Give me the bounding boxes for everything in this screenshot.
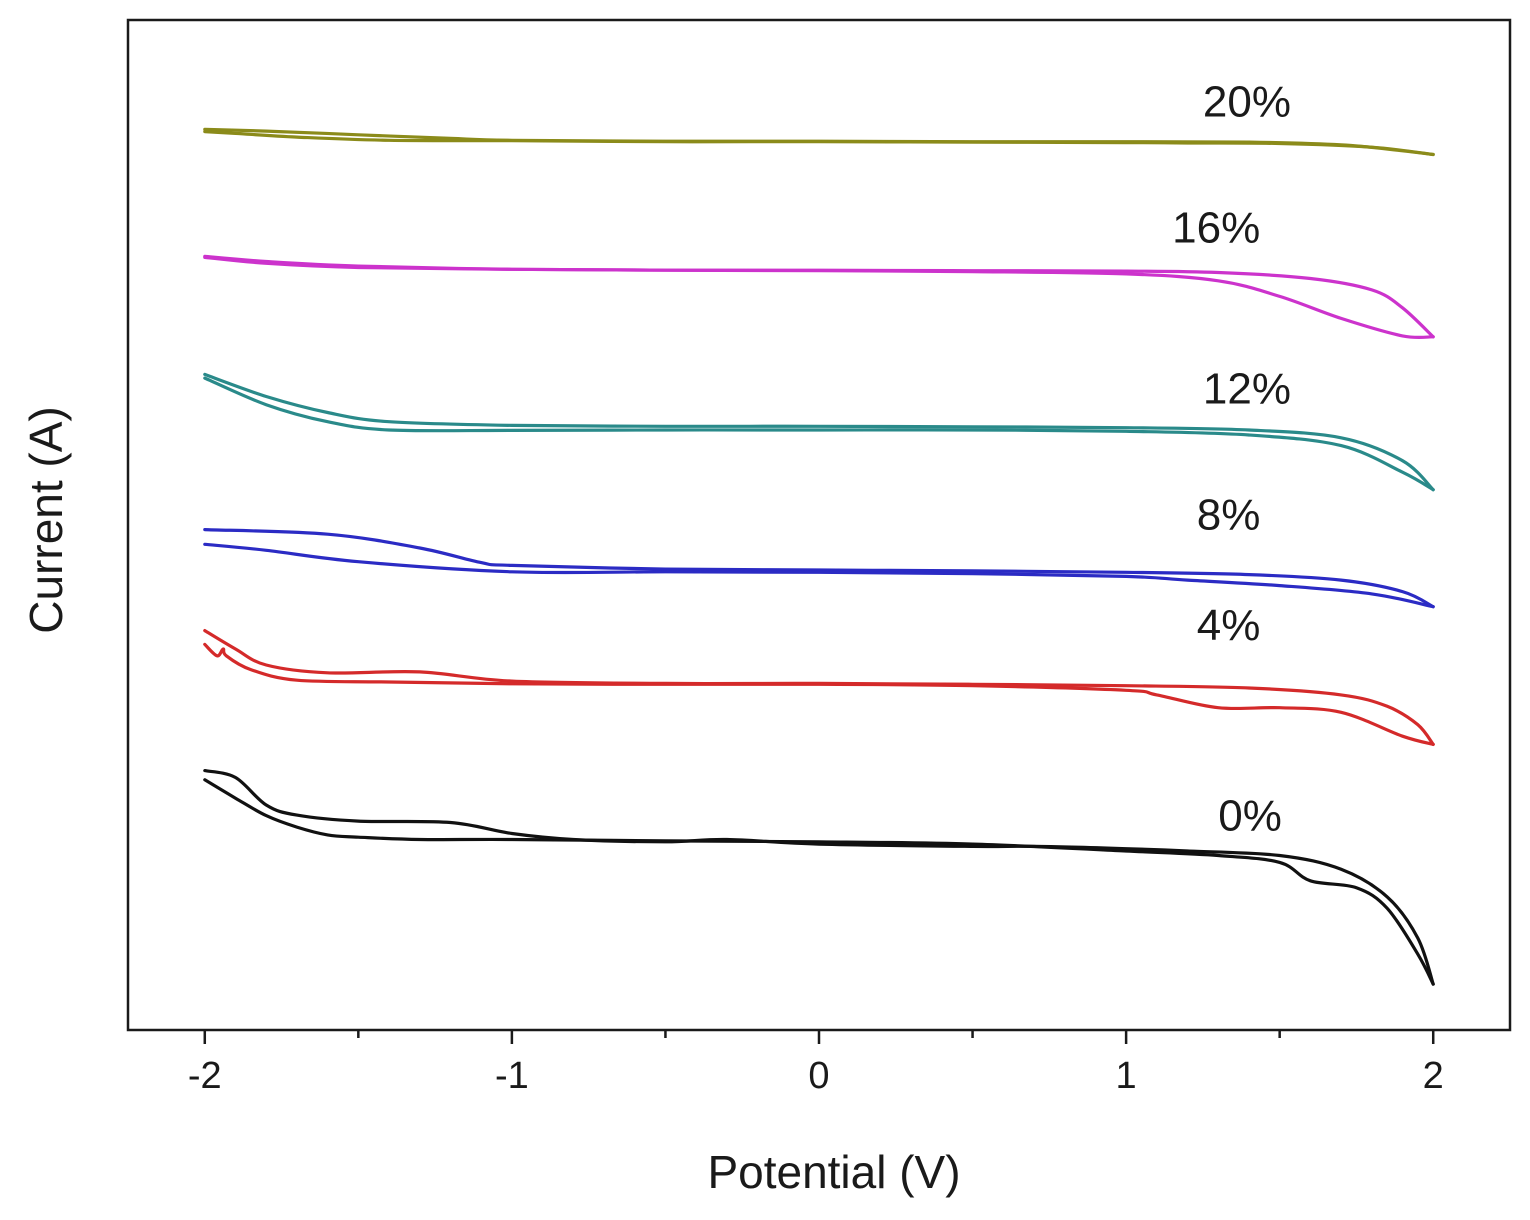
curve-12pct-forward-scan bbox=[203, 372, 1435, 492]
series-label-0pct: 0% bbox=[1218, 791, 1282, 840]
curve-20pct-reverse-scan bbox=[203, 130, 1435, 157]
x-axis-label: Potential (V) bbox=[707, 1146, 960, 1198]
curve-8pct-reverse-scan bbox=[203, 542, 1435, 609]
series-labels: 20% 16% 12% 8% 4% 0% bbox=[1172, 77, 1291, 840]
curve-12pct-reverse-scan bbox=[203, 376, 1435, 492]
x-tick-label: 2 bbox=[1423, 1055, 1444, 1097]
series-curves bbox=[203, 127, 1435, 986]
series-label-4pct: 4% bbox=[1197, 601, 1261, 650]
curve-0pct-reverse-scan bbox=[203, 769, 1435, 986]
x-axis-ticks: -2 -1 0 1 2 bbox=[188, 1030, 1444, 1097]
x-tick-label: 1 bbox=[1116, 1055, 1137, 1097]
x-tick-label: -1 bbox=[495, 1055, 529, 1097]
curve-0pct-forward-scan bbox=[203, 778, 1435, 986]
curve-4pct-reverse-scan bbox=[203, 642, 1435, 746]
series-label-16pct: 16% bbox=[1172, 204, 1260, 253]
curve-8pct-forward-scan bbox=[203, 528, 1435, 609]
series-label-8pct: 8% bbox=[1197, 491, 1261, 540]
x-tick-label: 0 bbox=[808, 1055, 829, 1097]
x-tick-label: -2 bbox=[188, 1055, 222, 1097]
series-label-20pct: 20% bbox=[1203, 77, 1291, 126]
series-label-12pct: 12% bbox=[1203, 364, 1291, 413]
curve-16pct-reverse-scan bbox=[203, 255, 1435, 340]
y-axis-label: Current (A) bbox=[20, 406, 72, 633]
